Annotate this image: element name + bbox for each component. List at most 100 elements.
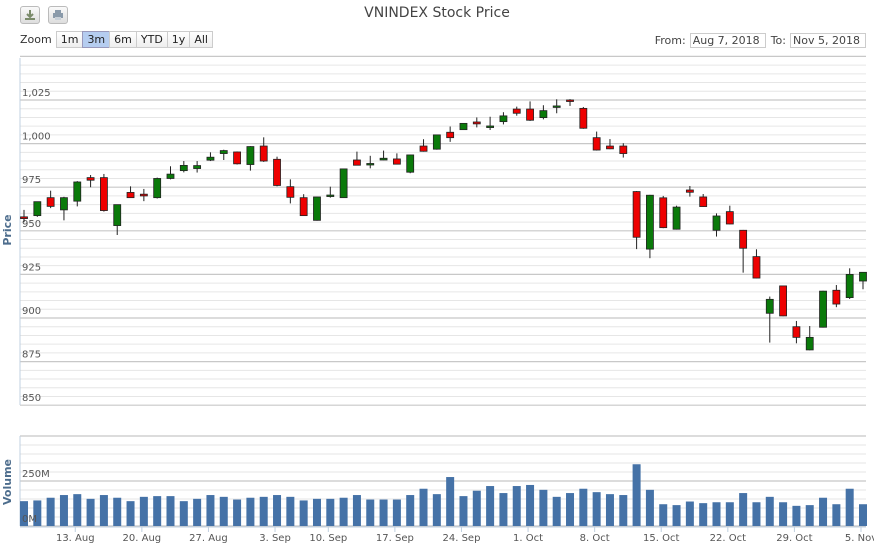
candle-body-down [233,151,241,165]
candle-body-up [153,178,162,199]
price-tick-label: 850 [22,393,41,404]
volume-bar [845,488,854,526]
candle-body-up [113,204,122,226]
x-tick-label: 17. Sep [376,533,414,544]
candle-body-up [845,273,854,298]
candle-body-down [752,256,761,279]
volume-bar [659,504,668,526]
candlestick [805,326,814,351]
zoom-button-3m[interactable]: 3m [82,31,111,48]
candlestick [539,105,548,120]
candle-body-down [512,108,521,114]
volume-bar [632,464,641,526]
candle-body-down [792,326,801,338]
volume-bar [432,494,441,526]
zoom-button-1y[interactable]: 1y [166,31,191,48]
volume-bar [20,501,28,526]
volume-bar [219,496,228,526]
candle-body-down [392,158,401,165]
volume-bar [539,489,548,526]
candle-body-down [566,99,574,102]
candlestick [752,249,761,279]
volume-bar [765,496,774,526]
price-tick-label: 900 [22,306,41,317]
volume-bar [672,505,681,526]
volume-bar [552,496,561,526]
zoom-label: Zoom [20,33,52,46]
candlestick [459,122,468,131]
volume-bar [153,496,162,526]
candlestick [845,268,854,299]
candle-body-up [805,336,814,351]
candle-body-up [486,125,495,128]
candlestick [219,149,228,160]
from-date-input[interactable] [689,33,766,48]
candle-body-up [339,168,348,199]
candle-body-up [765,298,774,314]
volume-bar [113,497,122,526]
candle-body-down [579,107,588,129]
candlestick [113,204,122,235]
candlestick [246,146,255,171]
candlestick [273,156,281,187]
candle-body-down [685,189,694,193]
volume-bar [739,493,748,526]
candlestick [725,205,734,225]
price-axis-title: Price [1,214,14,245]
candlestick [206,152,215,162]
zoom-button-6m[interactable]: 6m [109,31,137,48]
candlestick [86,174,95,188]
x-tick-label: 13. Aug [56,533,95,544]
candlestick [765,296,774,343]
download-button[interactable] [20,6,40,24]
candlestick [499,112,508,125]
volume-bar [299,500,308,526]
candle-body-down [139,193,148,197]
volume-bar [339,497,348,526]
price-tick-label: 950 [22,219,41,230]
volume-bar [33,500,42,526]
x-tick-label: 27. Aug [189,533,228,544]
candle-body-up [166,173,175,179]
candlestick [366,155,375,169]
volume-tick-label: 250M [22,469,50,480]
candlestick [73,181,82,207]
zoom-button-all[interactable]: All [189,31,213,48]
volume-bar [352,495,361,526]
candle-body-down [20,216,28,219]
candlestick [486,116,495,130]
price-tick-label: 1,000 [22,132,51,143]
volume-bar [326,498,335,526]
volume-bar [446,477,455,526]
to-date-input[interactable] [790,33,866,48]
print-button[interactable] [48,6,68,24]
volume-bar [566,493,575,526]
price-tick-label: 975 [22,175,41,186]
zoom-button-ytd[interactable]: YTD [135,31,168,48]
volume-bar [312,498,321,526]
candle-body-up [366,163,375,166]
volume-bar [259,496,268,526]
candlestick [20,209,28,223]
volume-bar [46,497,55,526]
candlestick [526,101,534,121]
candle-body-up [432,134,441,150]
zoom-button-1m[interactable]: 1m [55,31,84,48]
volume-tick-label: 0M [22,514,37,525]
volume-bar [832,504,841,526]
volume-bar [779,502,788,526]
x-tick-label: 20. Aug [123,533,162,544]
candlestick [672,205,681,230]
candle-body-down [446,131,455,139]
date-range: From: To: [655,33,866,48]
candlestick [792,320,801,344]
x-tick-label: 29. Oct [776,533,812,544]
candle-body-up [33,201,42,217]
candlestick [832,285,841,308]
to-label: To: [770,34,786,47]
zoom-selector: Zoom 1m 3m 6m YTD 1y All [20,31,213,48]
volume-bar [166,496,175,526]
candle-body-down [659,197,668,229]
candlestick [100,173,108,212]
